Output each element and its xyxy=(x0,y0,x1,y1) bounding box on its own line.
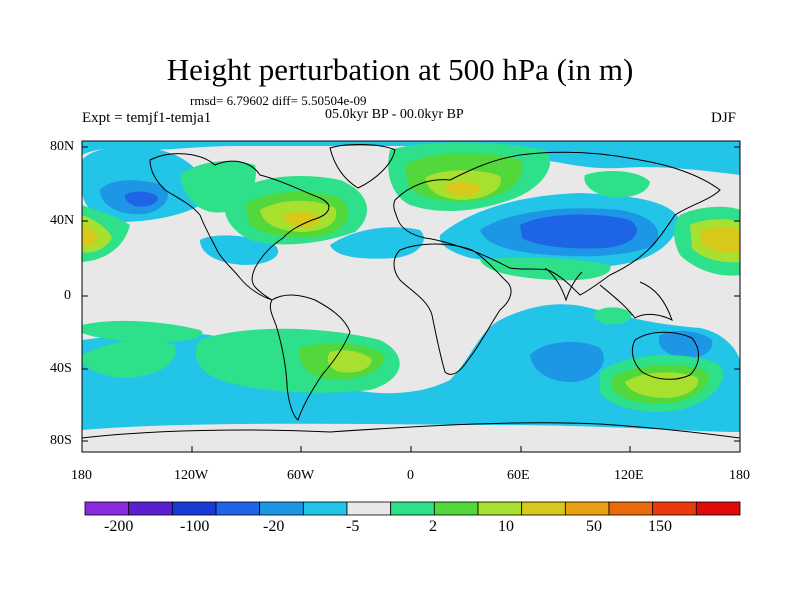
contour-neg-npacific-strong xyxy=(124,191,158,207)
colorbar-swatch xyxy=(477,501,523,516)
colorbar-label: 2 xyxy=(429,518,437,535)
plot-title: Height perturbation at 500 hPa (in m) xyxy=(166,52,634,87)
lon-label-60w: 60W xyxy=(287,468,315,483)
contour-neg-antarctic-band xyxy=(82,423,740,452)
contour-map xyxy=(82,141,740,452)
lat-label-0: 0 xyxy=(64,288,71,303)
contour-neg-southern xyxy=(82,304,740,445)
contour-pos-tropic-pac xyxy=(82,320,203,342)
colorbar-label: 50 xyxy=(586,518,602,535)
coastline-north-america xyxy=(149,153,330,301)
lon-label-180w: 180 xyxy=(71,468,92,483)
lat-label-80n: 80N xyxy=(50,139,75,154)
contour-pos-europe-peak xyxy=(444,181,480,197)
colorbar-label: -200 xyxy=(104,518,134,535)
colorbar-label: 150 xyxy=(648,518,672,535)
colorbar-swatch xyxy=(433,501,479,516)
lon-label-180e: 180 xyxy=(729,468,750,483)
contour-pos-sindian-small xyxy=(594,307,632,325)
experiment-label: Expt = temjf1-temja1 xyxy=(82,110,212,126)
contour-neg-eurasia-core xyxy=(520,214,637,249)
axis-ticks xyxy=(81,146,741,452)
colorbar xyxy=(84,501,741,516)
colorbar-swatch xyxy=(608,501,654,516)
coastline-antarctica xyxy=(81,422,741,439)
contour-pos-sam-core xyxy=(327,350,372,373)
colorbar-label: -100 xyxy=(180,518,210,535)
coastline-australia xyxy=(631,331,699,380)
contour-pos-npac-west-core xyxy=(82,225,98,247)
colorbar-swatch xyxy=(84,501,130,516)
contour-neg-america xyxy=(200,235,279,265)
colorbar-swatch xyxy=(259,501,304,516)
coastline-eurasia xyxy=(393,151,721,296)
lon-label-120w: 120W xyxy=(174,468,209,483)
lat-label-40s: 40S xyxy=(50,361,72,376)
colorbar-swatch xyxy=(128,501,173,516)
contour-pos-spacific xyxy=(82,339,176,378)
colorbar-swatch xyxy=(171,501,217,516)
colorbar-swatch xyxy=(346,501,392,516)
colorbar-label: -20 xyxy=(263,518,285,535)
lon-label-0: 0 xyxy=(407,468,414,483)
lat-label-80s: 80S xyxy=(50,433,72,448)
lon-label-120e: 120E xyxy=(614,468,644,483)
contour-pos-tropic-atl xyxy=(480,257,611,281)
contour-pos-natlantic-peak xyxy=(284,211,320,228)
contour-neg-s-pacific xyxy=(658,330,713,359)
stats-text: rmsd= 6.79602 diff= 5.50504e-09 xyxy=(190,93,367,108)
colorbar-swatch xyxy=(521,501,566,516)
coastline-south-america xyxy=(269,294,351,421)
colorbar-swatch xyxy=(695,501,741,516)
colorbar-label: -5 xyxy=(346,518,360,535)
contour-neg-atlantic xyxy=(330,227,424,259)
colorbar-swatch xyxy=(215,501,261,516)
contour-neg-arctic xyxy=(82,141,740,175)
coastline-southeast-asia xyxy=(599,281,673,321)
coastline-greenland xyxy=(329,143,396,189)
coastline-india xyxy=(544,267,583,302)
colorbar-swatch xyxy=(564,501,610,516)
coastlines xyxy=(81,143,741,439)
contour-pos-wpacific-core xyxy=(700,227,740,253)
lat-label-40n: 40N xyxy=(50,213,75,228)
season-label: DJF xyxy=(711,110,737,126)
colorbar-swatch xyxy=(652,501,697,516)
lon-label-60e: 60E xyxy=(507,468,530,483)
contour-neg-s-indian xyxy=(530,341,604,383)
colorbar-swatch xyxy=(390,501,435,516)
coastline-africa xyxy=(393,243,512,375)
period-label: 05.0kyr BP - 00.0kyr BP xyxy=(325,107,464,122)
contour-pos-siberia xyxy=(584,170,650,198)
colorbar-label: 10 xyxy=(498,518,514,535)
contour-pos-australia-s-core xyxy=(625,372,699,398)
colorbar-swatch xyxy=(302,501,348,516)
